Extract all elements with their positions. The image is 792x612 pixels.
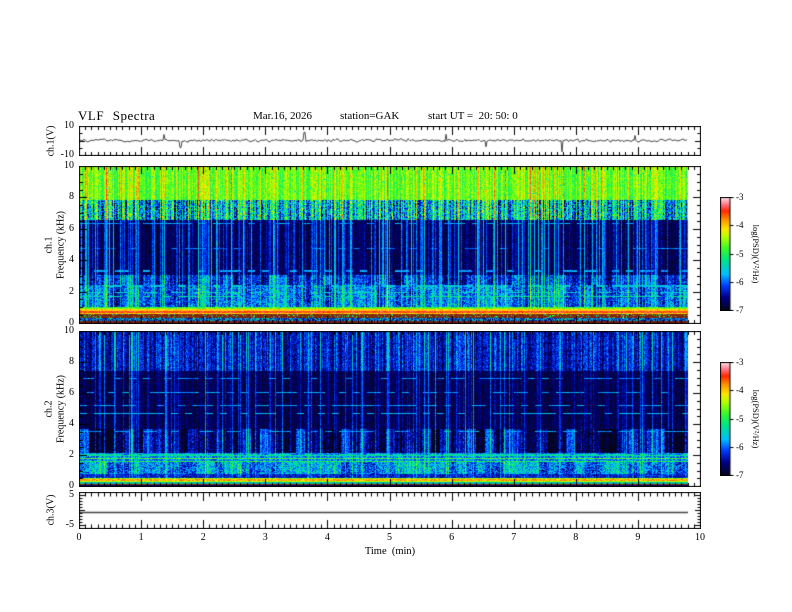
colorbar2-tick-label: -4 bbox=[736, 385, 744, 396]
time-axis-label: Time (min) bbox=[364, 546, 416, 557]
colorbar1-tick-label: -3 bbox=[736, 192, 744, 202]
x-tick-label: 0 bbox=[76, 532, 82, 543]
x-tick-label: 2 bbox=[200, 532, 206, 543]
spec2-tick-label: 2 bbox=[69, 449, 74, 460]
colorbar1-tick-label: -7 bbox=[736, 305, 744, 315]
spec1-tick-label: 0 bbox=[69, 317, 74, 328]
start-ut-label: start UT = 20: 50: 0 bbox=[428, 110, 518, 122]
spec2-tick-label: 10 bbox=[64, 325, 74, 336]
colorbar2-tick-label: -6 bbox=[736, 441, 744, 452]
ch2-spectrogram-canvas bbox=[79, 331, 701, 487]
spec1-tick-label: 4 bbox=[69, 254, 74, 266]
ch1v-tick-label: 10 bbox=[64, 120, 74, 131]
x-tick-label: 9 bbox=[635, 532, 641, 543]
colorbar1-tick-label: -4 bbox=[736, 220, 744, 231]
x-tick-label: 1 bbox=[138, 532, 144, 543]
ch3v-tick-label: 5 bbox=[69, 489, 74, 500]
spec2-tick-label: 0 bbox=[69, 480, 74, 491]
ch1-waveform-canvas bbox=[79, 126, 701, 156]
spec1-tick-label: 6 bbox=[69, 222, 74, 234]
station-label: station=GAK bbox=[340, 110, 400, 122]
spec2-tick-label: 4 bbox=[69, 418, 74, 429]
x-tick-label: 3 bbox=[262, 532, 268, 543]
ch3v-tick-label: -5 bbox=[65, 519, 74, 530]
spec2-tick-label: 6 bbox=[69, 387, 74, 398]
ch1v-tick-label: -10 bbox=[60, 149, 74, 160]
date-label: Mar.16, 2026 bbox=[253, 110, 312, 122]
x-tick-label: 8 bbox=[573, 532, 579, 543]
x-tick-label: 6 bbox=[449, 532, 455, 543]
spec1-tick-label: 10 bbox=[64, 160, 74, 171]
spec2-channel-label: ch.2 bbox=[43, 400, 55, 418]
colorbar-ch2-canvas bbox=[720, 362, 735, 476]
colorbar2-tick-label: -5 bbox=[736, 413, 744, 424]
colorbar1-tick-label: -5 bbox=[736, 248, 744, 259]
ch3-trace-canvas bbox=[79, 492, 701, 529]
x-tick-label: 5 bbox=[387, 532, 392, 543]
x-tick-label: 10 bbox=[695, 532, 705, 543]
colorbar2-tick-label: -3 bbox=[736, 357, 744, 367]
ch1-spectrogram-canvas bbox=[79, 166, 701, 324]
colorbar-ch1-canvas bbox=[720, 197, 735, 311]
spec1-frequency-label: Frequency (kHz) bbox=[55, 210, 67, 280]
colorbar1-tick-label: -6 bbox=[736, 276, 744, 287]
spec2-frequency-label: Frequency (kHz) bbox=[55, 374, 67, 444]
spec1-channel-label: ch.1 bbox=[43, 236, 55, 254]
figure-title: VLF Spectra bbox=[78, 108, 156, 123]
x-tick-label: 7 bbox=[511, 532, 517, 543]
spec2-tick-label: 8 bbox=[69, 356, 74, 367]
colorbar2-tick-label: -7 bbox=[736, 470, 744, 480]
spec1-tick-label: 8 bbox=[69, 191, 74, 203]
x-tick-label: 4 bbox=[324, 532, 330, 543]
spec1-tick-label: 2 bbox=[69, 285, 74, 297]
